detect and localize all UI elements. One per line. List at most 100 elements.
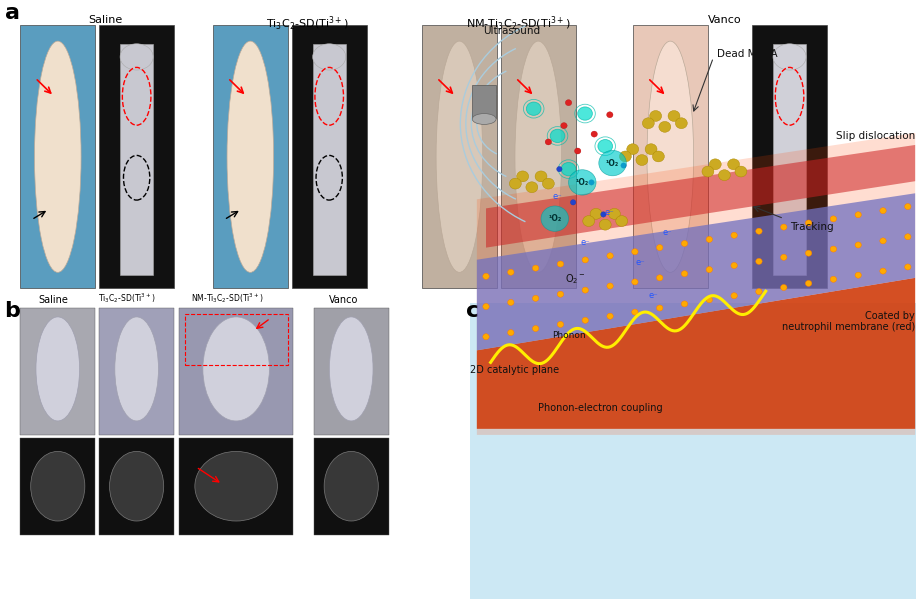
Ellipse shape: [591, 208, 602, 219]
Ellipse shape: [702, 166, 714, 177]
Text: e⁻: e⁻: [580, 239, 590, 247]
Ellipse shape: [508, 330, 514, 336]
Ellipse shape: [526, 182, 537, 193]
Ellipse shape: [647, 41, 693, 272]
Ellipse shape: [904, 264, 911, 270]
Ellipse shape: [805, 280, 812, 286]
Ellipse shape: [543, 178, 554, 189]
Text: Phonon-electron coupling: Phonon-electron coupling: [538, 403, 663, 413]
Text: Saline: Saline: [88, 15, 123, 25]
Ellipse shape: [805, 220, 812, 226]
Ellipse shape: [609, 208, 620, 219]
Ellipse shape: [773, 43, 806, 70]
Ellipse shape: [830, 276, 836, 282]
Ellipse shape: [879, 268, 886, 274]
Ellipse shape: [541, 206, 569, 231]
Ellipse shape: [657, 245, 663, 251]
Ellipse shape: [436, 41, 482, 272]
Ellipse shape: [329, 317, 373, 421]
Ellipse shape: [621, 163, 626, 169]
Ellipse shape: [632, 249, 638, 255]
Ellipse shape: [607, 112, 613, 118]
Ellipse shape: [194, 451, 277, 521]
Text: ¹O₂: ¹O₂: [606, 159, 619, 167]
Polygon shape: [477, 193, 915, 350]
Ellipse shape: [830, 246, 836, 252]
Ellipse shape: [601, 212, 606, 217]
Ellipse shape: [681, 240, 688, 246]
Ellipse shape: [731, 263, 737, 269]
Ellipse shape: [600, 219, 612, 230]
Ellipse shape: [570, 199, 576, 205]
Ellipse shape: [652, 151, 664, 162]
Text: Dead MRSA: Dead MRSA: [717, 50, 778, 59]
Bar: [20, 308, 95, 435]
Ellipse shape: [561, 162, 576, 176]
Ellipse shape: [616, 216, 628, 226]
Ellipse shape: [632, 309, 638, 315]
Bar: [99, 25, 174, 288]
Ellipse shape: [607, 283, 613, 289]
Bar: [20, 25, 95, 288]
Ellipse shape: [30, 451, 85, 521]
Ellipse shape: [668, 111, 680, 121]
Text: Vanco: Vanco: [329, 295, 359, 305]
Ellipse shape: [780, 284, 787, 291]
Ellipse shape: [731, 293, 737, 299]
Ellipse shape: [719, 170, 731, 181]
Bar: [292, 25, 367, 288]
Ellipse shape: [109, 451, 164, 521]
Ellipse shape: [598, 140, 613, 153]
Ellipse shape: [558, 261, 564, 267]
Ellipse shape: [582, 287, 589, 293]
Ellipse shape: [472, 114, 496, 124]
Ellipse shape: [780, 224, 787, 230]
Text: 2D catalytic plane: 2D catalytic plane: [470, 365, 559, 374]
Text: ¹O₂: ¹O₂: [548, 214, 561, 223]
Ellipse shape: [681, 301, 688, 307]
Bar: [313, 43, 346, 275]
Ellipse shape: [203, 317, 270, 421]
Ellipse shape: [582, 257, 589, 263]
Ellipse shape: [879, 238, 886, 244]
Ellipse shape: [545, 139, 552, 145]
Text: NM-Ti$_3$C$_2$-SD(Ti$^{3+}$): NM-Ti$_3$C$_2$-SD(Ti$^{3+}$): [191, 291, 264, 305]
Ellipse shape: [509, 178, 521, 189]
Bar: [470, 303, 916, 599]
Ellipse shape: [599, 150, 626, 176]
Ellipse shape: [324, 451, 379, 521]
Ellipse shape: [649, 111, 662, 121]
Ellipse shape: [706, 236, 713, 242]
Ellipse shape: [558, 291, 564, 297]
Ellipse shape: [115, 317, 159, 421]
Ellipse shape: [536, 171, 547, 182]
Text: Ti$_3$C$_2$-SD(Ti$^{3+}$): Ti$_3$C$_2$-SD(Ti$^{3+}$): [98, 291, 155, 305]
Ellipse shape: [710, 159, 722, 170]
Ellipse shape: [855, 242, 861, 248]
Ellipse shape: [728, 159, 740, 170]
Ellipse shape: [120, 43, 153, 70]
Ellipse shape: [607, 313, 613, 320]
Text: e⁻: e⁻: [553, 192, 562, 201]
Ellipse shape: [483, 303, 490, 309]
Bar: [184, 314, 288, 365]
Bar: [99, 308, 174, 435]
Ellipse shape: [558, 321, 564, 327]
Ellipse shape: [626, 144, 638, 155]
Ellipse shape: [706, 266, 713, 272]
Polygon shape: [477, 278, 915, 429]
Ellipse shape: [756, 289, 762, 295]
Text: e⁻: e⁻: [605, 208, 614, 217]
Ellipse shape: [565, 100, 572, 106]
Ellipse shape: [533, 295, 539, 301]
Bar: [633, 25, 708, 288]
Ellipse shape: [508, 300, 514, 306]
Ellipse shape: [658, 121, 671, 132]
Bar: [179, 308, 293, 435]
Text: O$_2$$^-$: O$_2$$^-$: [565, 272, 585, 286]
Bar: [773, 43, 806, 275]
Ellipse shape: [483, 273, 490, 279]
Ellipse shape: [574, 148, 581, 154]
Ellipse shape: [657, 275, 663, 281]
Polygon shape: [477, 133, 915, 435]
